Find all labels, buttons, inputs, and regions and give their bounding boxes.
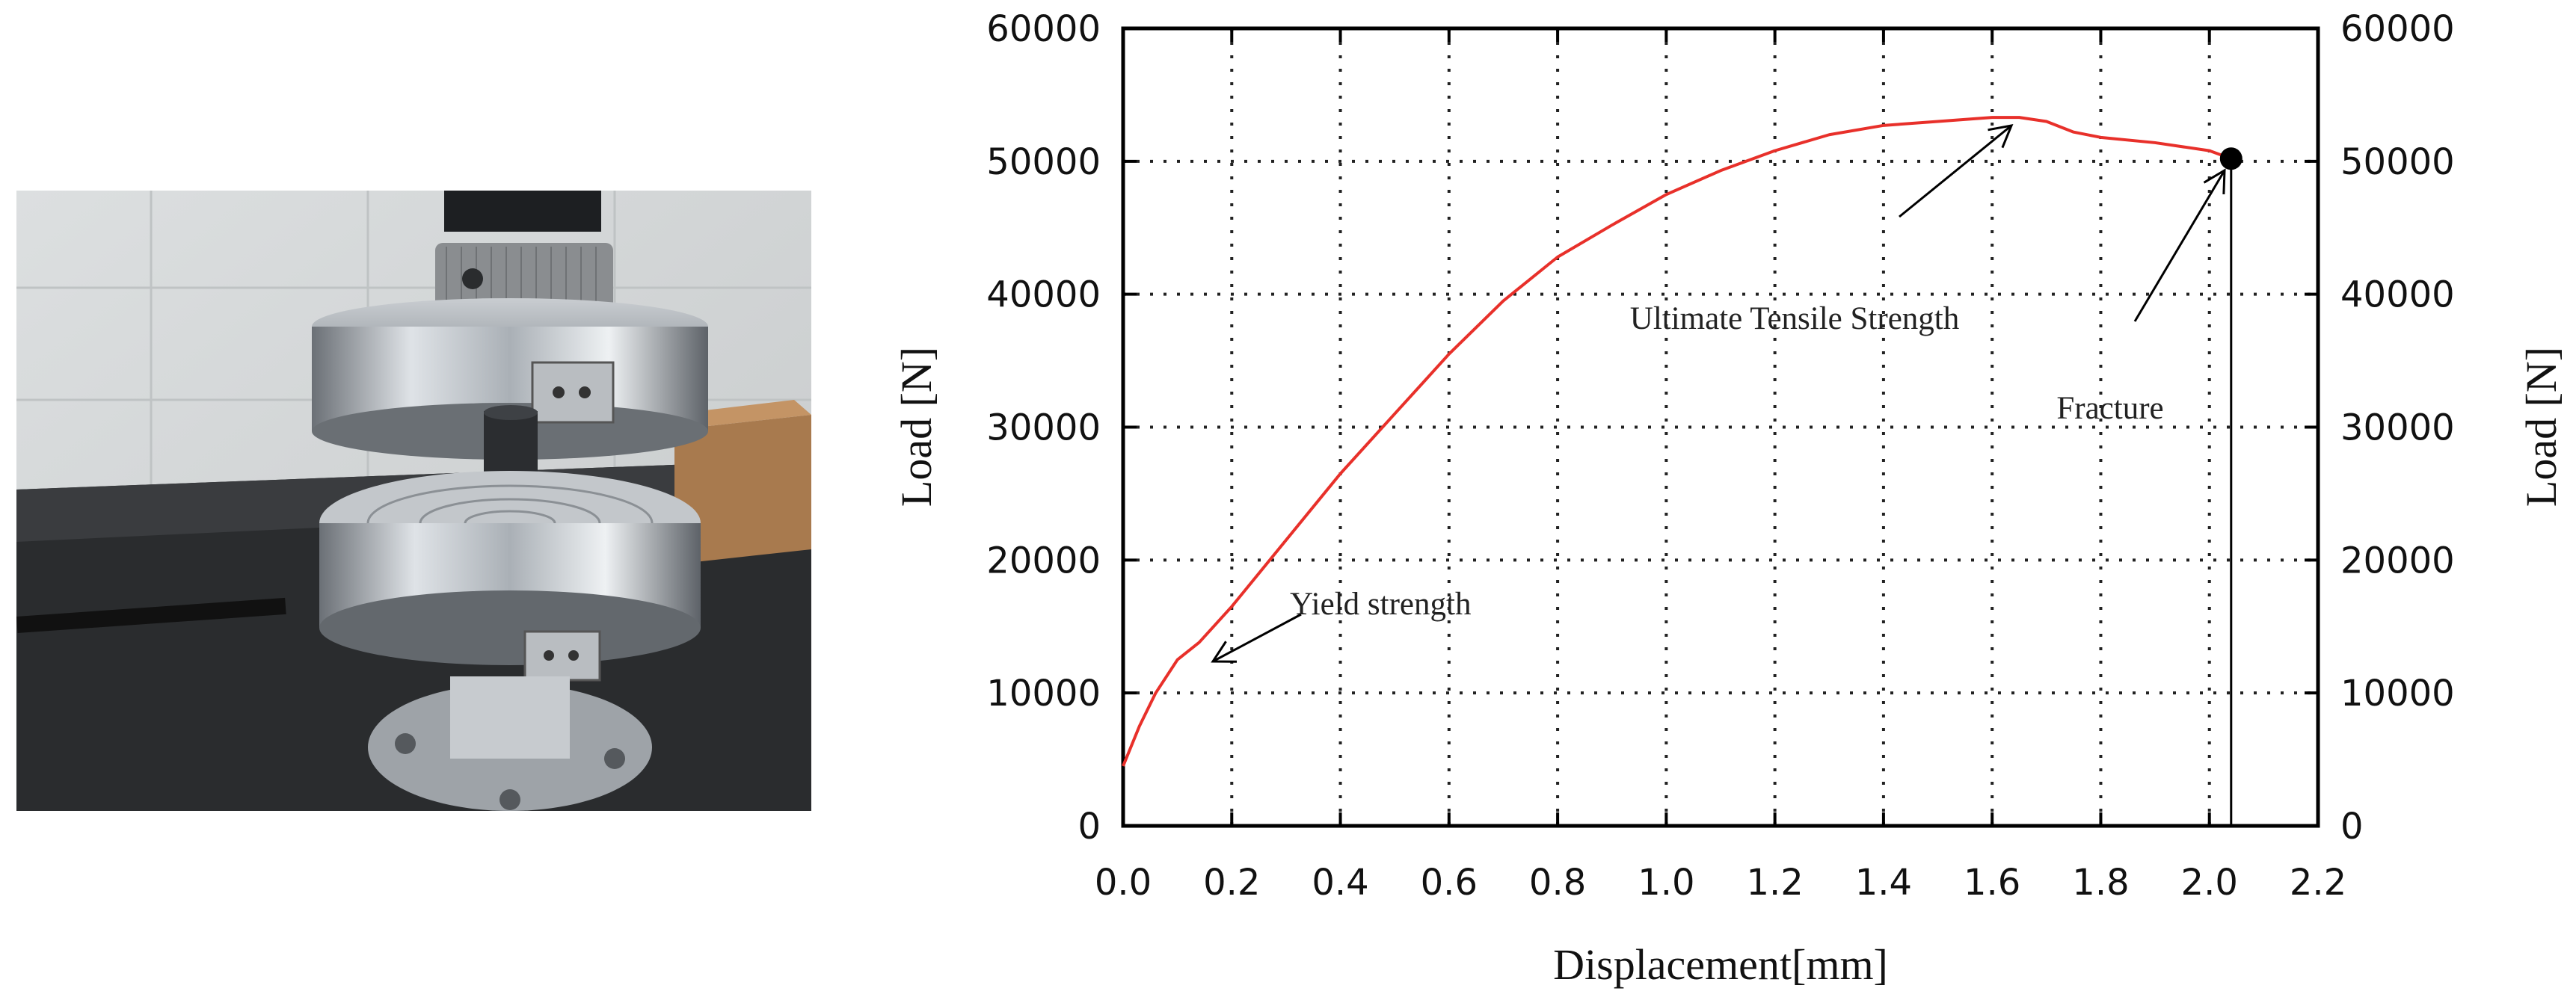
yield-arrow-shaft bbox=[1212, 613, 1302, 663]
y-tick-label-left: 0 bbox=[1078, 806, 1101, 848]
x-tick-label: 2.0 bbox=[2181, 862, 2238, 904]
x-axis-title: Displacement[mm] bbox=[1553, 940, 1888, 989]
y-tick-label-left: 50000 bbox=[986, 141, 1101, 183]
plot-frame bbox=[1121, 26, 2320, 828]
y-axis-title-right: Load [N] bbox=[2517, 347, 2566, 507]
load-curve bbox=[1122, 116, 2232, 767]
y-axis-title-left: Load [N] bbox=[892, 347, 941, 507]
x-tick-label: 0.2 bbox=[1203, 862, 1260, 904]
y-tick-label-left: 30000 bbox=[986, 407, 1101, 449]
annotation-ultimate-tensile-strength: Ultimate Tensile Strength bbox=[1630, 301, 1959, 336]
y-tick-label-right: 50000 bbox=[2340, 141, 2455, 183]
x-tick-label: 0.4 bbox=[1312, 862, 1368, 904]
fracture-point bbox=[2219, 147, 2243, 170]
uts-arrow-head bbox=[1988, 124, 2014, 149]
fracture-arrow-head bbox=[2203, 168, 2226, 195]
x-tick-label: 1.6 bbox=[1964, 862, 2020, 904]
x-tick-label: 1.4 bbox=[1855, 862, 1912, 904]
x-tick-label: 0.0 bbox=[1095, 862, 1152, 904]
y-tick-label-right: 60000 bbox=[2340, 8, 2455, 50]
y-tick-label-right: 10000 bbox=[2340, 673, 2455, 715]
y-tick-label-left: 20000 bbox=[986, 540, 1101, 581]
annotation-yield-strength: Yield strength bbox=[1290, 587, 1471, 622]
annotation-fracture: Fracture bbox=[2056, 391, 2163, 426]
chart-ticks: 0.0 0.2 0.4 0.6 0.8 1.0 1.2 1.4 1.6 1.8 2.0 2.2 0 0 10… bbox=[986, 8, 2454, 904]
x-tick-label: 0.8 bbox=[1529, 862, 1586, 904]
y-tick-label-right: 20000 bbox=[2340, 540, 2455, 581]
chart-grid bbox=[1123, 28, 2318, 826]
x-tick-label: 1.2 bbox=[1746, 862, 1803, 904]
y-tick-label-left: 40000 bbox=[986, 274, 1101, 316]
y-tick-label-left: 10000 bbox=[986, 673, 1101, 715]
y-tick-label-left: 60000 bbox=[986, 8, 1101, 50]
y-tick-label-right: 30000 bbox=[2340, 407, 2455, 449]
x-tick-label: 0.6 bbox=[1421, 862, 1478, 904]
chart-annotations: Yield strength Ultimate Tensile Strength F… bbox=[1211, 124, 2226, 663]
chart-series bbox=[1122, 116, 2243, 826]
x-tick-label: 1.8 bbox=[2072, 862, 2129, 904]
x-tick-label: 2.2 bbox=[2290, 862, 2346, 904]
x-tick-label: 1.0 bbox=[1638, 862, 1694, 904]
fracture-arrow-shaft bbox=[2133, 170, 2226, 322]
yield-arrow-head bbox=[1211, 641, 1238, 663]
y-tick-label-right: 40000 bbox=[2340, 274, 2455, 316]
y-tick-label-right: 0 bbox=[2340, 806, 2364, 848]
uts-arrow-shaft bbox=[1899, 124, 2012, 218]
compression-test-photo bbox=[16, 191, 811, 811]
